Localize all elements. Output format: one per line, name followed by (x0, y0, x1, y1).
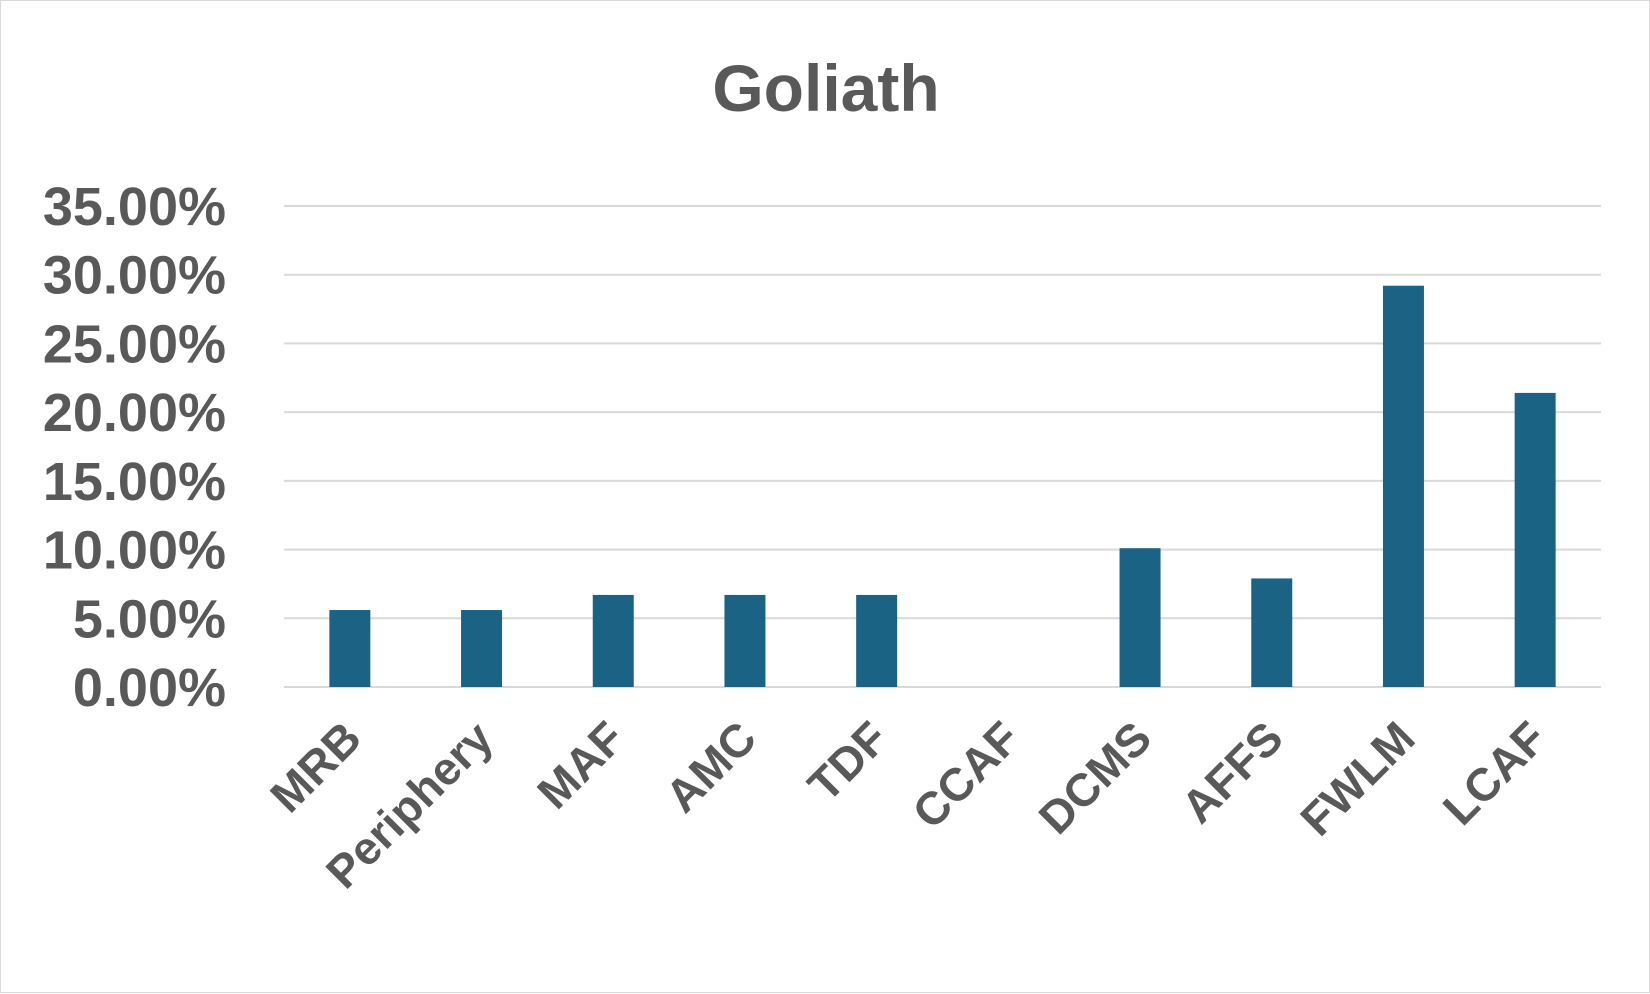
x-tick-label: MRB (260, 711, 371, 822)
x-tick-label: MAF (527, 711, 634, 818)
y-axis-tick-labels: 0.00% 5.00% 10.00% 15.00% 20.00% 25.00% 30.00%… (43, 177, 226, 718)
y-tick-label: 5.00% (73, 589, 226, 649)
y-tick-label: 15.00% (43, 452, 226, 512)
x-tick-label: FWLM (1290, 711, 1424, 845)
bar-affs (1251, 578, 1293, 687)
bar-fwlm (1382, 285, 1424, 687)
x-tick-label: AMC (655, 711, 766, 822)
bars (329, 285, 1556, 687)
gridlines (284, 205, 1601, 688)
x-tick-label: AFFS (1171, 711, 1293, 833)
x-tick-label: TDF (798, 711, 898, 811)
x-tick-label: CCAF (902, 711, 1029, 838)
y-tick-label: 0.00% (73, 658, 226, 718)
y-tick-label: 25.00% (43, 314, 226, 374)
bar-periphery (461, 610, 503, 687)
bar-dcms (1119, 548, 1161, 687)
y-tick-label: 20.00% (43, 383, 226, 443)
bar-tdf (856, 594, 898, 687)
y-tick-label: 30.00% (43, 246, 226, 306)
bar-maf (592, 594, 634, 687)
x-tick-label: LCAF (1433, 711, 1556, 834)
bar-lcaf (1514, 392, 1556, 687)
bar-mrb (329, 610, 371, 687)
y-tick-label: 10.00% (43, 521, 226, 581)
y-tick-label: 35.00% (43, 177, 226, 237)
chart-title: Goliath (712, 51, 939, 125)
x-tick-label: DCMS (1029, 711, 1162, 844)
bar-amc (724, 594, 766, 687)
